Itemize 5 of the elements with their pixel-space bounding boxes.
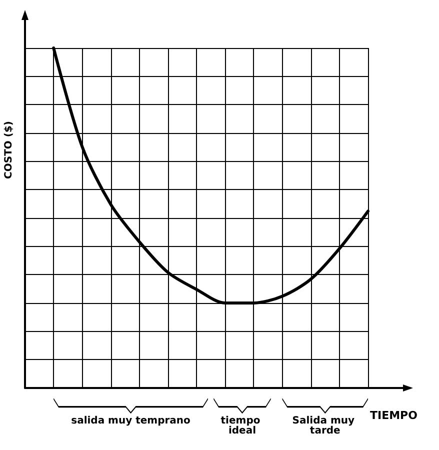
text: Salida muy tarde — [292, 416, 358, 436]
text: tiempo ideal — [220, 416, 264, 436]
x-axis-title: TIEMPO — [370, 409, 418, 422]
y-axis-title: COSTO ($) — [4, 121, 14, 179]
text: salida muy temprano — [71, 416, 191, 426]
